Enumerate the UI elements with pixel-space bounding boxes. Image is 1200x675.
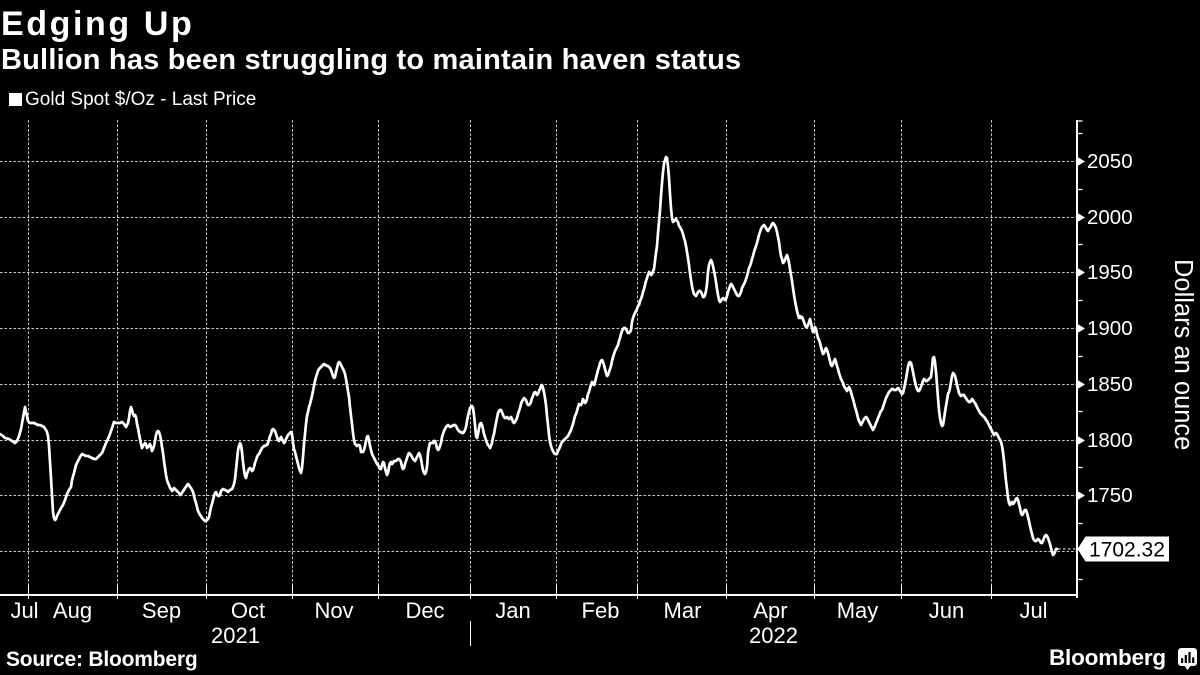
svg-text:1702.32: 1702.32 — [1089, 539, 1165, 562]
